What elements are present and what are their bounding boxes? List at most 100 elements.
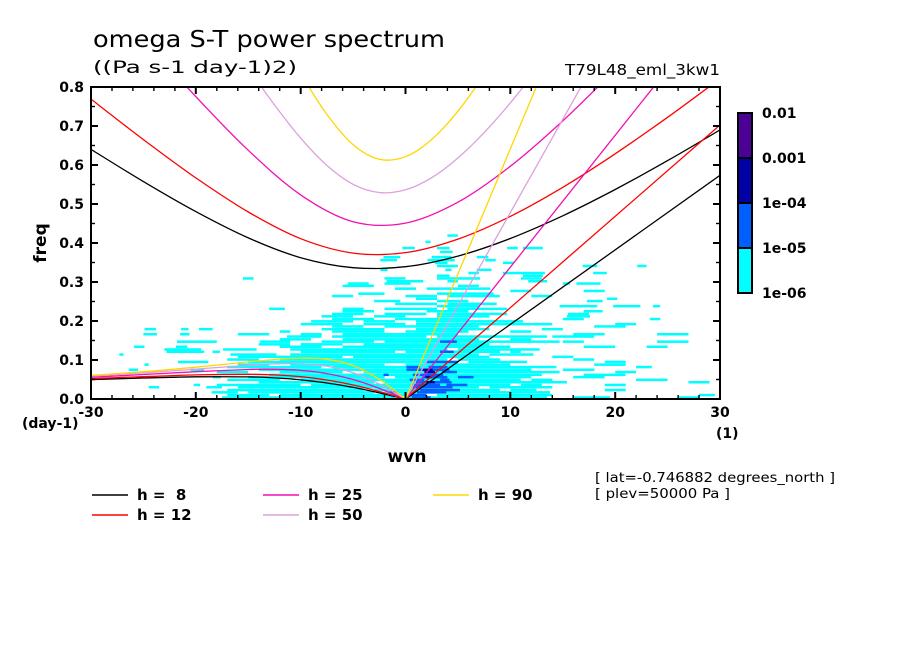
power-cell-1e-06 — [586, 299, 603, 303]
y-axis-label: freq — [31, 223, 51, 262]
power-cell-1e-06 — [300, 350, 396, 353]
power-cell-1e-06 — [522, 274, 543, 277]
power-cell-1e-06 — [583, 345, 616, 348]
power-cell-1e-06 — [552, 335, 595, 338]
latitude-info: [ lat=-0.746882 degrees_north ] — [595, 471, 835, 486]
rossby-n1-curve-h25 — [91, 368, 406, 399]
power-cell-1e-06 — [143, 333, 157, 336]
legend: h = 8 h = 12 h = 25 h = 50 h = 90 — [92, 486, 533, 524]
rossby-n1-curve-h90 — [91, 357, 406, 399]
power-cell-1e-06 — [206, 386, 222, 389]
colorbar-label: 1e-04 — [762, 196, 807, 212]
power-cell-1e-06 — [468, 360, 528, 364]
x-tick-label: 30 — [710, 405, 730, 421]
power-cell-1e-06 — [520, 383, 542, 387]
rossby-n1-curve-h12 — [91, 373, 406, 399]
power-cell-1e-06 — [269, 307, 285, 311]
power-cell-1e-06 — [562, 368, 595, 371]
power-cell-1e-04 — [425, 375, 432, 379]
power-cell-1e-06 — [522, 246, 543, 250]
power-cell-1e-06 — [566, 315, 590, 318]
power-cell-1e-06 — [416, 297, 437, 300]
power-cell-1e-06 — [175, 345, 188, 348]
power-cell-1e-06 — [520, 277, 542, 280]
chart-title: omega S-T power spectrum — [93, 27, 445, 53]
power-cell-1e-05 — [406, 365, 421, 369]
power-cell-1e-06 — [604, 360, 626, 364]
inertia-gravity-n1-curve-h90 — [308, 87, 477, 161]
power-cell-1e-06 — [332, 317, 374, 321]
power-cell-1e-06 — [332, 312, 364, 316]
power-cell-1e-06 — [636, 378, 668, 382]
power-cell-1e-06 — [437, 315, 490, 318]
power-cell-1e-06 — [227, 365, 322, 369]
axes: -30 -20 -10 0 10 20 30 0.0 0.1 0.2 0.3 0.4 0.5 0.6 0.7… — [59, 80, 730, 421]
power-cell-1e-06 — [688, 381, 710, 384]
power-cell-1e-06 — [384, 312, 427, 316]
power-cell-1e-06 — [279, 370, 343, 374]
legend-item-h8: h = 8 — [92, 486, 186, 504]
power-cell-1e-06 — [426, 310, 469, 313]
power-cell-1e-06 — [237, 355, 343, 359]
power-cell-1e-05 — [420, 388, 460, 392]
power-cell-1e-06 — [166, 350, 205, 353]
inertia-gravity-n1-curve-h12 — [91, 87, 710, 256]
power-cell-1e-06 — [431, 255, 452, 259]
power-cell-1e-06 — [613, 304, 641, 308]
x-tick-label: -10 — [288, 405, 314, 421]
power-cell-1e-05 — [440, 350, 454, 353]
power-cell-1e-06 — [652, 304, 661, 308]
power-cell-1e-06 — [615, 370, 637, 374]
power-cell-1e-06 — [562, 317, 584, 321]
power-cell-1e-06 — [384, 325, 479, 328]
power-cell-1e-06 — [259, 340, 291, 343]
power-cell-1e-06 — [510, 330, 532, 333]
power-cell-1e-06 — [199, 327, 213, 331]
power-cell-1e-06 — [134, 345, 145, 348]
legend-label-h8: h = 8 — [137, 486, 186, 504]
legend-item-h90: h = 90 — [433, 486, 533, 504]
power-cell-1e-05 — [412, 386, 453, 389]
power-cell-1e-06 — [227, 388, 364, 392]
power-cell-1e-06 — [649, 317, 661, 321]
power-cell-1e-06 — [405, 330, 469, 333]
power-cell-1e-06 — [216, 383, 301, 387]
power-cell-1e-06 — [374, 315, 406, 318]
colorbar-label: 0.001 — [762, 151, 806, 167]
power-cell-1e-06 — [384, 381, 567, 384]
power-cell-1e-05 — [426, 360, 458, 364]
legend-item-h50: h = 50 — [263, 506, 363, 524]
power-cell-1e-06 — [128, 368, 139, 371]
power-cell-1e-06 — [363, 320, 395, 323]
power-cell-1e-06 — [222, 396, 395, 399]
power-cell-1e-06 — [437, 246, 450, 250]
kelvin-curve-h50 — [404, 87, 582, 399]
kelvin-curve-h90 — [404, 87, 537, 399]
power-cell-1e-06 — [300, 322, 343, 326]
power-cell-1e-05 — [409, 378, 425, 382]
y-tick-label: 0.2 — [59, 314, 84, 330]
power-cell-1e-06 — [223, 348, 257, 351]
power-cell-1e-06 — [248, 391, 375, 394]
y-tick-label: 0.8 — [59, 80, 84, 96]
power-cell-1e-06 — [386, 280, 424, 283]
power-cell-1e-06 — [402, 246, 415, 250]
power-cell-1e-06 — [657, 340, 689, 343]
power-cell-1e-06 — [445, 268, 452, 272]
power-cell-1e-06 — [311, 320, 353, 323]
power-cell-1e-06 — [604, 383, 626, 387]
power-cell-1e-06 — [426, 287, 491, 290]
power-cell-1e-06 — [300, 343, 343, 346]
power-cell-1e-06 — [384, 282, 411, 285]
legend-item-h25: h = 25 — [263, 486, 363, 504]
power-cell-1e-06 — [395, 317, 469, 321]
power-cell-1e-06 — [637, 264, 647, 268]
power-cell-1e-06 — [447, 302, 497, 306]
power-cell-1e-06 — [425, 240, 431, 244]
power-cell-1e-06 — [657, 333, 689, 336]
power-cell-1e-06 — [583, 373, 626, 377]
power-cell-1e-06 — [178, 360, 209, 364]
power-cell-1e-06 — [248, 360, 458, 364]
power-cell-1e-06 — [562, 340, 584, 343]
